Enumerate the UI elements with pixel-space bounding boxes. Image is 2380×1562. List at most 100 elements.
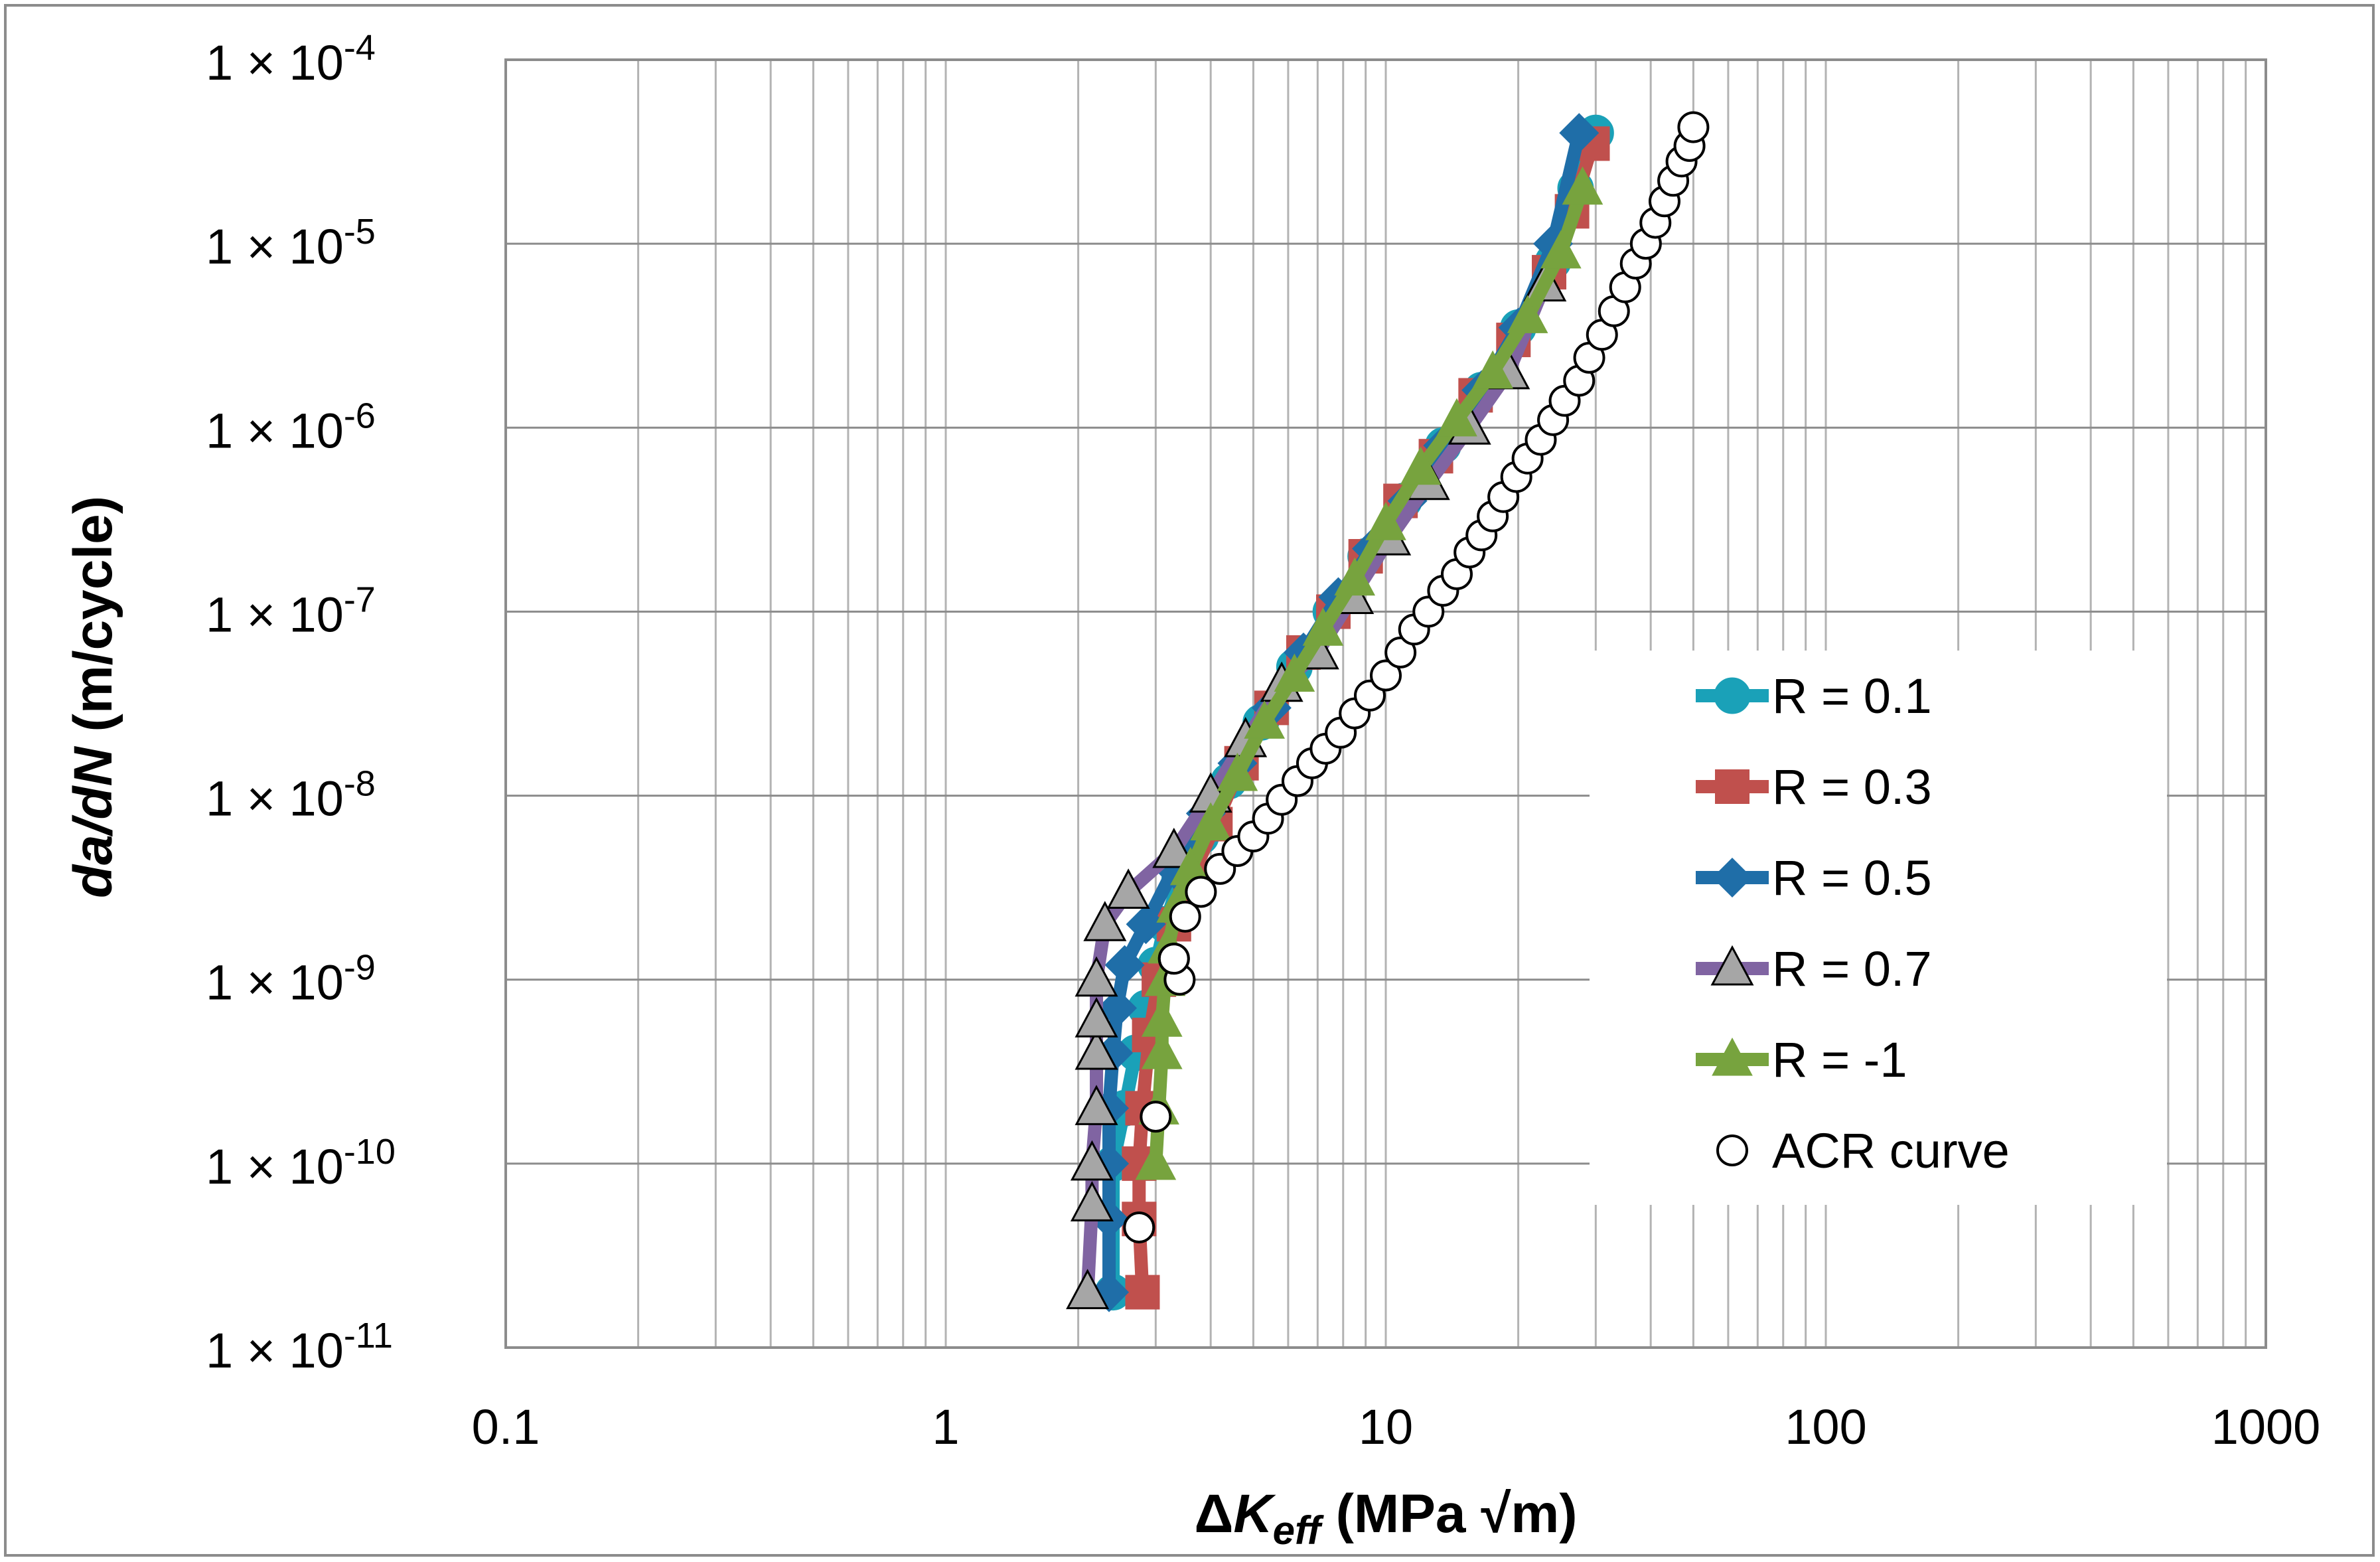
y-tick-label: 1 × 10-8 (206, 764, 376, 826)
x-tick-label: 0.1 (472, 1399, 540, 1454)
legend-label: R = -1 (1772, 1032, 1907, 1087)
legend-label: R = 0.5 (1772, 850, 1932, 905)
data-point (1141, 1030, 1183, 1069)
y-tick-exponent: -9 (344, 948, 376, 988)
data-point (1334, 557, 1376, 596)
legend-item: R = -1 (1696, 1032, 1907, 1087)
data-point (1185, 876, 1217, 908)
y-tick-base: 1 × 10 (206, 219, 344, 274)
data-point (1106, 868, 1150, 909)
y-tick-exponent: -6 (344, 396, 376, 435)
data-point (1190, 802, 1232, 841)
x-axis-title-var: K (1233, 1484, 1276, 1544)
x-axis-title-prefix: Δ (1194, 1484, 1233, 1544)
data-point (1070, 1181, 1114, 1221)
y-tick-base: 1 × 10 (206, 1139, 344, 1194)
x-axis-tick-labels: 0.1 1 10 100 1000 (472, 1399, 2321, 1454)
y-tick-exponent: -8 (344, 764, 376, 804)
legend-label: ACR curve (1772, 1123, 2010, 1178)
data-point (1104, 945, 1145, 985)
legend: R = 0.1 R = 0.3 R = 0.5 R = 0.7 R = -1 ACR cu… (1590, 651, 2167, 1205)
legend-item: R = 0.1 (1696, 668, 1932, 724)
data-point (1141, 998, 1183, 1037)
data-point (1365, 502, 1406, 540)
legend-label: R = 0.1 (1772, 668, 1932, 724)
y-axis-title-unit: (m/cycle) (63, 496, 123, 747)
data-point (1715, 769, 1749, 804)
y-tick-base: 1 × 10 (206, 587, 344, 642)
data-point (1507, 295, 1548, 333)
data-point (1075, 1085, 1118, 1125)
data-point (1169, 900, 1201, 933)
data-point (1712, 1037, 1753, 1076)
series-4 (1135, 166, 1603, 1180)
data-point (1157, 943, 1190, 975)
data-point (1244, 700, 1286, 739)
x-tick-label: 100 (1785, 1399, 1866, 1454)
legend-item: R = 0.7 (1696, 941, 1932, 996)
data-point (1562, 166, 1603, 205)
data-point (1135, 1141, 1177, 1180)
x-axis-title: ΔKeff (MPa √m) (1194, 1484, 1577, 1553)
y-tick-exponent: -10 (344, 1132, 396, 1172)
data-point (1274, 653, 1315, 692)
y-axis-tick-labels: 1 × 10-41 × 10-51 × 10-61 × 10-71 × 10-8… (206, 28, 396, 1378)
data-point (1123, 1211, 1155, 1243)
x-tick-label: 1000 (2211, 1399, 2321, 1454)
data-point (1370, 659, 1402, 692)
data-point (1125, 1275, 1160, 1310)
plot-border (504, 58, 2267, 1349)
y-axis-title-var: da/dN (63, 745, 123, 898)
legend-item: ACR curve (1716, 1123, 2010, 1178)
data-point (1540, 230, 1582, 269)
data-point (1559, 113, 1599, 153)
y-axis-title: da/dN (m/cycle) (63, 496, 123, 898)
data-point (1217, 752, 1258, 791)
y-tick-exponent: -4 (344, 28, 376, 68)
legend-box (1590, 651, 2167, 1205)
y-tick-exponent: -11 (344, 1316, 393, 1356)
x-tick-label: 10 (1359, 1399, 1413, 1454)
data-point (1677, 111, 1710, 143)
data-point (1140, 1101, 1172, 1133)
y-tick-label: 1 × 10-5 (206, 212, 376, 274)
y-tick-label: 1 × 10-11 (206, 1316, 393, 1378)
data-point (1066, 1269, 1110, 1310)
data-point (1152, 827, 1196, 868)
data-point (1075, 956, 1118, 997)
data-point (1070, 1140, 1114, 1181)
x-tick-label: 1 (932, 1399, 959, 1454)
x-axis-title-unit: (MPa √m) (1321, 1484, 1578, 1544)
y-tick-label: 1 × 10-4 (206, 28, 376, 90)
y-tick-base: 1 × 10 (206, 955, 344, 1010)
y-tick-base: 1 × 10 (206, 771, 344, 826)
series-5 (1123, 111, 1710, 1243)
y-tick-exponent: -7 (344, 580, 376, 619)
y-tick-base: 1 × 10 (206, 403, 344, 458)
data-point (1075, 997, 1118, 1038)
data-point (1083, 901, 1127, 941)
legend-label: R = 0.3 (1772, 759, 1932, 815)
y-tick-label: 1 × 10-9 (206, 948, 376, 1010)
data-point (1710, 945, 1754, 986)
y-tick-base: 1 × 10 (206, 1323, 344, 1378)
data-point (1712, 858, 1752, 898)
data-point (1302, 607, 1344, 646)
series-layer (1066, 111, 1710, 1312)
y-tick-base: 1 × 10 (206, 35, 344, 90)
y-tick-exponent: -5 (344, 212, 376, 252)
data-point (1075, 1029, 1118, 1070)
data-point (1384, 636, 1417, 668)
data-point (1436, 398, 1477, 437)
x-axis-title-sub: eff (1273, 1508, 1324, 1553)
legend-item: R = 0.3 (1696, 759, 1932, 815)
legend-item: R = 0.5 (1696, 850, 1932, 905)
y-tick-label: 1 × 10-7 (206, 580, 376, 642)
data-point (1126, 904, 1166, 945)
data-point (1716, 1134, 1748, 1166)
data-point (1472, 350, 1513, 389)
legend-label: R = 0.7 (1772, 941, 1932, 996)
y-tick-label: 1 × 10-6 (206, 396, 376, 458)
y-tick-label: 1 × 10-10 (206, 1132, 396, 1194)
